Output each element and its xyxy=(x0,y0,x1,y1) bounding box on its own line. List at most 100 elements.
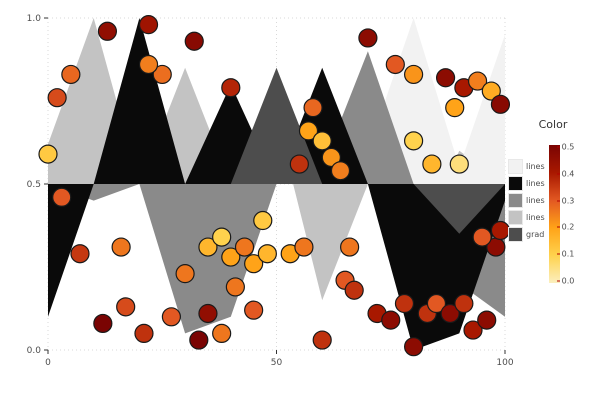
scatter-point xyxy=(70,244,90,264)
legend-title: Color xyxy=(538,118,568,131)
scatter-point xyxy=(404,131,424,151)
colorbar-tick-label: 0.2 xyxy=(561,222,575,232)
scatter-point xyxy=(253,210,273,231)
colorbar-tick-mark xyxy=(556,200,560,202)
scatter-point xyxy=(138,15,159,35)
scatter-point xyxy=(477,310,497,330)
scatter-point xyxy=(472,227,492,247)
colorbar-tick-mark xyxy=(556,173,560,175)
legend-entry-label: lines xyxy=(526,213,545,222)
colorbar-tick-mark xyxy=(556,226,560,228)
scatter-point xyxy=(358,28,378,48)
legend-entry-4: grad xyxy=(508,227,545,242)
colorbar: 0.5 0.4 0.3 0.2 0.1 0.0 xyxy=(548,142,584,286)
colorbar-tick-mark xyxy=(556,253,560,255)
scatter-point xyxy=(244,254,264,274)
scatter-point xyxy=(449,154,469,174)
y-tick-label: 0.5 xyxy=(27,180,41,190)
scatter-point xyxy=(47,88,67,108)
colorbar-tick-label: 0.4 xyxy=(561,169,575,179)
scatter-point xyxy=(38,144,58,164)
ribbon-area-grad xyxy=(48,67,505,234)
scatter-point xyxy=(394,293,415,314)
y-tick-label: 0.0 xyxy=(27,346,42,356)
scatter-point xyxy=(385,54,405,75)
colorbar-tick-label: 0.5 xyxy=(561,142,575,152)
colorbar-tick-mark xyxy=(556,280,560,282)
scatter-point xyxy=(116,297,136,317)
legend-entry-2: lines xyxy=(508,193,545,208)
scatter-point xyxy=(93,313,113,334)
scatter-point xyxy=(463,320,483,340)
scatter-point xyxy=(312,131,332,151)
scatter-point xyxy=(490,94,511,114)
legend-entry-label: lines xyxy=(526,196,545,205)
x-tick-label: 0 xyxy=(45,358,51,368)
scatter-point xyxy=(298,121,319,141)
legend-entry-3: lines xyxy=(508,210,545,225)
scatter-point xyxy=(344,280,364,300)
scatter-point xyxy=(52,187,72,207)
colorbar-tick-label: 0.1 xyxy=(561,249,575,259)
scatter-point xyxy=(467,71,488,91)
legend: Color lines lines lines lines grad 0.5 0.4 0.3… xyxy=(508,118,598,286)
legend-entry-label: lines xyxy=(526,179,545,188)
scatter-point xyxy=(198,303,218,324)
legend-swatch xyxy=(508,159,523,174)
scatter-point xyxy=(225,277,245,297)
scatter-point xyxy=(111,237,131,257)
scatter-point xyxy=(294,237,314,257)
scatter-point xyxy=(330,161,351,181)
scatter-point xyxy=(490,220,511,241)
legend-swatch xyxy=(508,193,523,208)
x-tick-label: 100 xyxy=(496,358,513,368)
scatter-point xyxy=(184,31,204,51)
scatter-point xyxy=(138,54,159,75)
scatter-point xyxy=(175,264,195,284)
scatter-point xyxy=(321,147,341,168)
scatter-point xyxy=(426,293,447,314)
scatter-point xyxy=(134,323,154,343)
scatter-point xyxy=(422,154,442,174)
scatter-point xyxy=(152,64,172,85)
scatter-point xyxy=(340,237,360,257)
legend-entries: lines lines lines lines grad xyxy=(508,159,545,244)
scatter-point xyxy=(303,98,323,118)
scatter-point xyxy=(189,330,209,350)
x-tick-label: 50 xyxy=(271,358,283,368)
colorbar-gradient xyxy=(548,145,560,283)
scatter-point xyxy=(244,300,264,320)
scatter-point xyxy=(212,227,232,247)
scatter-point xyxy=(289,154,309,174)
scatter-point xyxy=(221,247,241,267)
scatter-point xyxy=(97,21,118,41)
scatter-point xyxy=(404,337,424,357)
scatter-point xyxy=(312,330,332,350)
colorbar-ticks: 0.5 0.4 0.3 0.2 0.1 0.0 xyxy=(556,142,584,286)
scatter-point xyxy=(221,78,241,98)
scatter-point xyxy=(481,81,501,101)
colorbar-tick-label: 0.3 xyxy=(561,196,575,206)
scatter-point xyxy=(445,98,465,118)
scatter-point xyxy=(234,237,255,257)
legend-entry-0: lines xyxy=(508,159,545,174)
scatter-point xyxy=(454,293,474,314)
scatter-point xyxy=(381,310,401,330)
legend-entry-label: lines xyxy=(526,162,545,171)
colorbar-tick-mark xyxy=(556,146,560,148)
scatter-point xyxy=(161,307,181,327)
scatter-point xyxy=(440,303,460,324)
scatter-point xyxy=(257,244,277,264)
legend-entry-1: lines xyxy=(508,176,545,191)
scatter-point xyxy=(404,64,424,85)
scatter-point xyxy=(61,64,81,85)
scatter-point xyxy=(198,237,218,257)
colorbar-tick-label: 0.0 xyxy=(561,276,575,286)
legend-swatch xyxy=(508,176,523,191)
legend-swatch xyxy=(508,227,523,242)
y-tick-label: 1.0 xyxy=(27,14,42,24)
scatter-point xyxy=(435,68,456,88)
scatter-point xyxy=(212,323,232,343)
